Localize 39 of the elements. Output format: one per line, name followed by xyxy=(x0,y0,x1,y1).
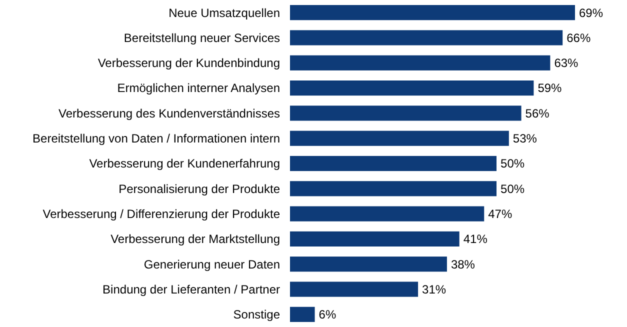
bar xyxy=(290,282,418,297)
bar xyxy=(290,30,563,46)
data-label: 50% xyxy=(500,182,525,196)
data-label: 56% xyxy=(525,106,550,120)
y-tick-label: Personalisierung der Produkte xyxy=(118,182,280,196)
bar xyxy=(290,106,522,121)
bar xyxy=(290,231,460,247)
data-label: 59% xyxy=(538,81,562,96)
y-tick-label: Generierung neuer Daten xyxy=(144,257,280,272)
data-label: 50% xyxy=(500,156,525,171)
y-tick-label: Verbesserung / Differenzierung der Produkte xyxy=(42,207,280,222)
y-tick-label: Ermöglichen interner Analysen xyxy=(117,81,280,96)
bar xyxy=(290,306,315,322)
bar xyxy=(290,256,447,272)
data-label: 69% xyxy=(579,6,604,20)
bar xyxy=(290,130,509,146)
y-tick-label: Neue Umsatzquellen xyxy=(168,6,280,20)
bar xyxy=(290,206,484,222)
data-label: 66% xyxy=(566,30,591,45)
data-label: 31% xyxy=(422,282,446,296)
bar xyxy=(290,55,550,70)
data-label: 38% xyxy=(450,257,476,272)
data-label: 6% xyxy=(318,308,336,322)
y-tick-label: Bereitstellung von Daten / Informationen intern xyxy=(32,132,280,146)
y-tick-label: Verbesserung des Kundenverständnisses xyxy=(58,106,280,120)
bar xyxy=(290,156,497,172)
bar xyxy=(290,5,575,20)
data-label: 63% xyxy=(554,56,579,70)
y-tick-label: Verbesserung der Kundenerfahrung xyxy=(89,156,280,171)
data-label: 41% xyxy=(463,232,488,246)
y-tick-label: Verbesserung der Kundenbindung xyxy=(98,56,280,70)
y-tick-label: Sonstige xyxy=(233,308,280,322)
y-tick-label: Bereitstellung neuer Services xyxy=(124,30,280,45)
data-label: 47% xyxy=(488,207,512,222)
bar xyxy=(290,80,534,96)
data-label: 53% xyxy=(512,132,538,146)
bar xyxy=(290,181,497,196)
y-tick-label: Verbesserung der Marktstellung xyxy=(110,232,280,246)
y-tick-label: Bindung der Lieferanten / Partner xyxy=(102,282,280,296)
